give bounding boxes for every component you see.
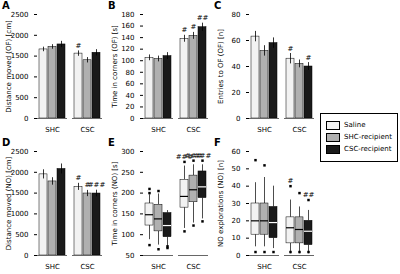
- svg-text:500: 500: [15, 231, 28, 239]
- svg-text:80: 80: [232, 11, 241, 19]
- svg-text:100: 100: [121, 231, 134, 239]
- svg-text:160: 160: [121, 22, 134, 30]
- svg-text:#: #: [182, 26, 188, 34]
- svg-text:10: 10: [232, 234, 241, 242]
- html-text:Saline: Saline: [344, 121, 366, 129]
- svg-text:SHC: SHC: [257, 126, 272, 134]
- svg-text:Time in corners (OF) [s]: Time in corners (OF) [s]: [111, 25, 119, 109]
- svg-text:###: ###: [194, 152, 212, 160]
- svg-text:SHC: SHC: [45, 263, 60, 271]
- svg-text:SHC: SHC: [151, 263, 166, 271]
- svg-text:30: 30: [232, 200, 241, 208]
- svg-text:100: 100: [121, 57, 134, 65]
- html-text:E: E: [108, 137, 115, 148]
- svg-text:40: 40: [232, 182, 241, 190]
- svg-text:CSC: CSC: [292, 126, 306, 134]
- svg-text:50: 50: [232, 165, 241, 173]
- svg-text:CSC: CSC: [186, 263, 200, 271]
- svg-text:Time in corners (NO) [s]: Time in corners (NO) [s]: [111, 161, 119, 246]
- svg-text:180: 180: [121, 11, 134, 19]
- html-text:SHC-recipient: SHC-recipient: [344, 133, 392, 141]
- svg-text:CSC: CSC: [80, 263, 94, 271]
- svg-text:40: 40: [232, 63, 241, 71]
- svg-text:###: ###: [88, 181, 106, 189]
- html-text:D: D: [2, 137, 11, 148]
- svg-text:0: 0: [24, 115, 28, 123]
- svg-text:NO explorations (NO) [n]: NO explorations (NO) [n]: [217, 160, 225, 247]
- svg-text:120: 120: [121, 45, 134, 53]
- svg-text:0: 0: [236, 252, 240, 260]
- svg-text:300: 300: [121, 148, 134, 156]
- svg-text:250: 250: [121, 169, 134, 177]
- html-text:C: C: [214, 0, 222, 11]
- svg-text:#: #: [288, 177, 294, 185]
- svg-text:200: 200: [121, 189, 134, 197]
- svg-text:0: 0: [130, 115, 134, 123]
- svg-text:CSC: CSC: [292, 263, 306, 271]
- svg-text:50: 50: [126, 252, 135, 260]
- svg-text:2500: 2500: [11, 148, 29, 156]
- svg-text:40: 40: [126, 92, 135, 100]
- html-text:F: F: [214, 137, 221, 148]
- svg-text:#: #: [76, 174, 82, 182]
- html-text:A: A: [2, 0, 10, 11]
- svg-text:0: 0: [24, 252, 28, 260]
- svg-text:60: 60: [232, 148, 241, 156]
- svg-text:#: #: [288, 45, 294, 53]
- svg-text:#: #: [76, 42, 82, 50]
- svg-text:CSC: CSC: [186, 126, 200, 134]
- svg-text:20: 20: [126, 103, 135, 111]
- svg-text:80: 80: [126, 69, 135, 77]
- svg-text:SHC: SHC: [257, 263, 272, 271]
- svg-text:150: 150: [121, 210, 134, 218]
- svg-text:2000: 2000: [10, 168, 29, 177]
- svg-text:Distance moved (NO) [cm]: Distance moved (NO) [cm]: [5, 156, 13, 250]
- svg-text:#: #: [306, 54, 312, 62]
- svg-text:CSC: CSC: [80, 126, 94, 134]
- svg-text:60: 60: [126, 80, 135, 88]
- svg-text:1500: 1500: [10, 189, 29, 198]
- svg-text:SHC: SHC: [45, 126, 60, 134]
- svg-text:1500: 1500: [10, 52, 29, 61]
- svg-text:Entries to OF (OF) [n]: Entries to OF (OF) [n]: [217, 29, 225, 104]
- html-text:B: B: [108, 0, 116, 11]
- svg-text:20: 20: [232, 89, 241, 97]
- svg-text:2000: 2000: [10, 31, 29, 40]
- svg-text:1000: 1000: [10, 210, 29, 219]
- svg-text:#: #: [191, 23, 197, 31]
- svg-text:500: 500: [15, 94, 28, 102]
- svg-text:1000: 1000: [10, 73, 29, 82]
- svg-text:##: ##: [197, 14, 209, 22]
- svg-text:140: 140: [121, 34, 134, 42]
- html-text:CSC-recipient: CSC-recipient: [344, 145, 392, 153]
- svg-text:##: ##: [303, 191, 315, 199]
- svg-text:Distance moved (OF) [cm]: Distance moved (OF) [cm]: [5, 20, 13, 113]
- svg-text:20: 20: [232, 217, 241, 225]
- svg-text:SHC: SHC: [151, 126, 166, 134]
- svg-text:0: 0: [236, 115, 240, 123]
- svg-text:2500: 2500: [11, 11, 29, 19]
- svg-text:60: 60: [232, 37, 241, 45]
